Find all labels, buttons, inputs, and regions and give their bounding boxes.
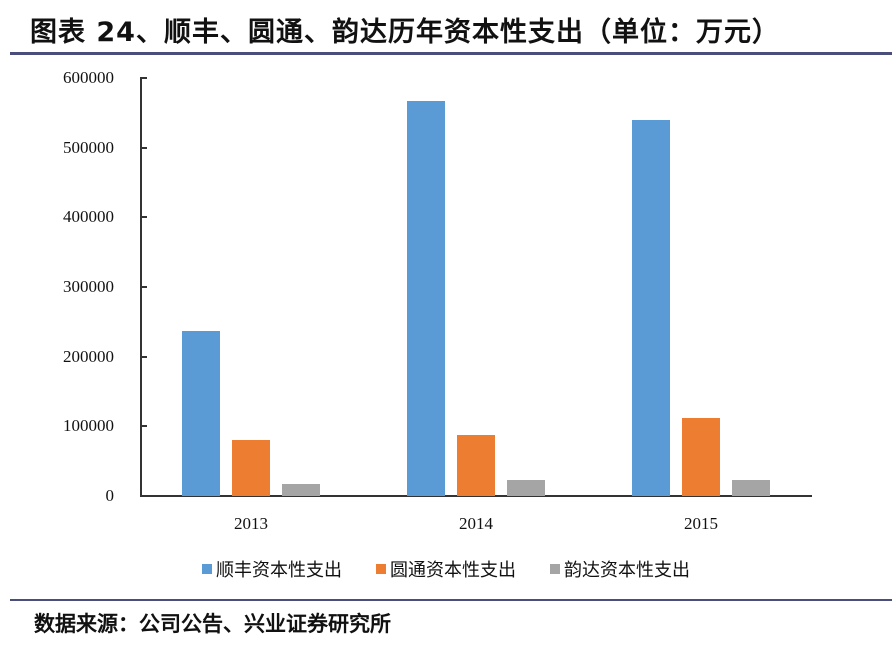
bar-2014-series-0 [407, 100, 445, 496]
legend-label: 顺丰资本性支出 [216, 560, 342, 581]
y-tick-label: 100000 [63, 416, 114, 436]
bar-2013-series-1 [232, 440, 270, 496]
legend-label: 韵达资本性支出 [564, 560, 690, 581]
bar-2013-series-2 [282, 484, 320, 496]
y-tick [140, 425, 147, 428]
legend-swatch-icon [376, 564, 386, 574]
data-source: 数据来源：公司公告、兴业证券研究所 [34, 612, 391, 636]
y-tick [140, 495, 147, 497]
y-tick-label: 300000 [63, 277, 114, 296]
bar-2015-series-2 [732, 479, 770, 496]
legend-item-yunda: 韵达资本性支出 [550, 556, 690, 582]
legend-item-sf: 顺丰资本性支出 [202, 556, 342, 582]
legend-item-yto: 圆通资本性支出 [376, 556, 516, 582]
y-tick [140, 77, 147, 79]
y-tick-label: 200000 [63, 346, 114, 366]
y-tick [140, 355, 147, 358]
legend-label: 圆通资本性支出 [390, 560, 516, 581]
source-divider [10, 599, 892, 601]
bar-2013-series-0 [182, 330, 220, 496]
bar-chart: 0 100000 200000 300000 400000 500000 600000 20… [63, 68, 812, 533]
y-tick-label: 600000 [63, 68, 114, 87]
y-tick [140, 216, 147, 219]
chart-title: 图表 24、顺丰、圆通、韵达历年资本性支出（单位：万元） [30, 17, 780, 48]
x-tick-label: 2013 [234, 514, 268, 533]
y-tick-label: 400000 [63, 207, 114, 227]
legend-swatch-icon [550, 564, 560, 574]
bar-2014-series-2 [507, 479, 545, 496]
chart-legend: 顺丰资本性支出 圆通资本性支出 韵达资本性支出 [0, 556, 892, 582]
legend-swatch-icon [202, 564, 212, 574]
y-tick-label: 500000 [63, 137, 114, 157]
y-tick [140, 146, 147, 149]
title-divider [10, 52, 892, 55]
bar-2015-series-0 [632, 119, 670, 496]
bar-2015-series-1 [682, 417, 720, 496]
x-tick-label: 2014 [459, 514, 493, 533]
x-axis [140, 495, 812, 497]
y-tick [140, 286, 147, 288]
bar-2014-series-1 [457, 434, 495, 496]
x-tick-label: 2015 [684, 514, 718, 533]
y-tick-label: 0 [105, 486, 115, 505]
